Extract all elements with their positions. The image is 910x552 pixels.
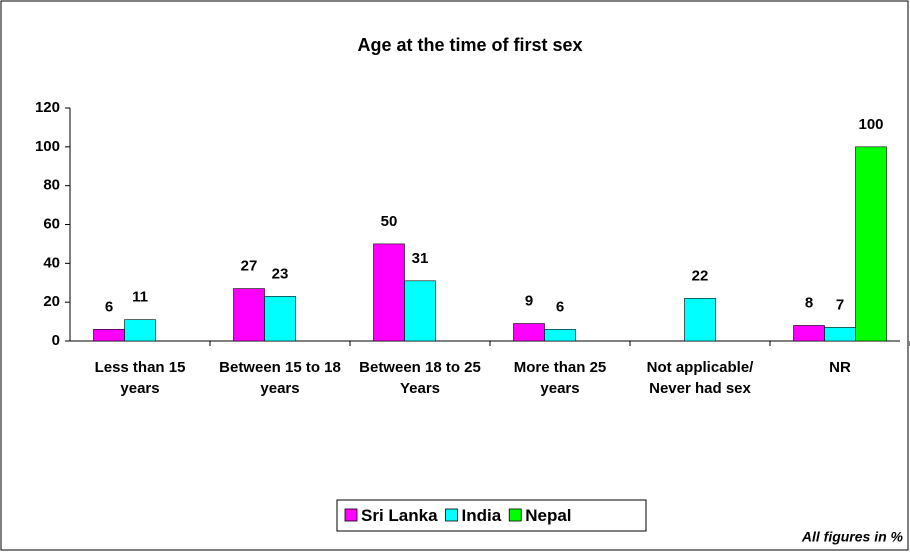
bar (93, 329, 125, 342)
bar (824, 327, 856, 342)
data-label: 50 (381, 213, 398, 230)
data-label: 6 (105, 298, 113, 315)
bar (404, 280, 436, 342)
y-tick-label: 0 (52, 332, 60, 349)
data-label: 100 (858, 116, 883, 133)
x-tick-label: Between 18 to 25 Years (359, 359, 481, 397)
x-tick-label: Less than 15 years (94, 359, 186, 397)
data-label: 8 (805, 294, 813, 311)
bar (124, 319, 156, 342)
x-tick-label: More than 25 years (513, 359, 607, 397)
data-label: 23 (272, 265, 289, 282)
data-label: 11 (132, 289, 148, 306)
bar (513, 323, 545, 342)
data-label: 6 (556, 298, 564, 315)
bar (264, 296, 296, 342)
legend-box (336, 499, 647, 532)
legend-swatch (445, 508, 458, 522)
data-label: 22 (692, 267, 709, 284)
y-tick-label: 120 (35, 99, 60, 116)
legend-label: India (462, 506, 502, 525)
bar (684, 297, 716, 342)
legend-label: Sri Lanka (361, 506, 438, 525)
legend-swatch (508, 508, 522, 522)
legend-label: Nepal (525, 506, 571, 525)
y-tick-label: 40 (43, 254, 60, 271)
y-tick-label: 60 (43, 215, 60, 232)
data-label: 31 (412, 250, 429, 267)
data-label: 9 (525, 292, 533, 309)
x-tick-label: Not applicable/ Never had sex (646, 359, 754, 397)
legend-swatch (344, 508, 358, 522)
x-tick-label: Between 15 to 18 years (219, 359, 341, 397)
y-tick-label: 80 (43, 177, 60, 194)
bar (233, 288, 265, 342)
bar (373, 243, 405, 342)
bar (855, 146, 887, 342)
bar (793, 325, 825, 342)
data-label: 27 (241, 258, 258, 275)
chart-title: Age at the time of first sex (357, 35, 582, 55)
x-tick-label: NR (829, 359, 851, 376)
y-tick-label: 20 (43, 293, 60, 310)
data-label: 7 (836, 296, 844, 313)
bar (544, 329, 576, 342)
note: All figures in % (801, 529, 904, 545)
y-tick-label: 100 (35, 138, 60, 155)
